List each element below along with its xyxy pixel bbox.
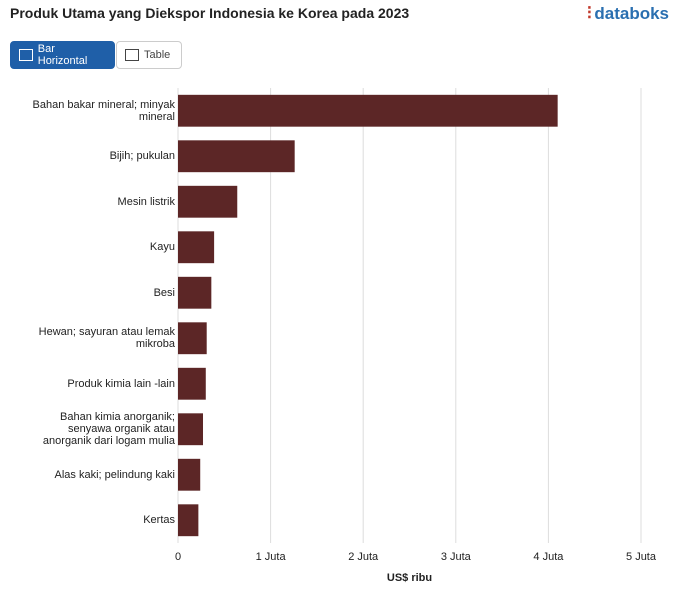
y-tick-label: Hewan; sayuran atau lemak mikroba bbox=[38, 326, 175, 351]
tab-bar[interactable]: Bar Horizontal bbox=[10, 41, 115, 69]
bar bbox=[178, 231, 215, 264]
tab-icon bbox=[125, 49, 139, 61]
bar bbox=[178, 185, 238, 218]
y-tick-label: Besi bbox=[153, 286, 175, 299]
y-tick-label: Bahan kimia anorganik; senyawa organik a… bbox=[42, 411, 175, 448]
bar bbox=[178, 94, 558, 127]
y-tick-label: Kertas bbox=[143, 514, 175, 527]
bar bbox=[178, 322, 207, 355]
logo-text: databoks bbox=[594, 4, 669, 23]
bar bbox=[178, 276, 212, 309]
tab-table[interactable]: Table bbox=[116, 41, 182, 69]
y-tick-label: Kayu bbox=[149, 241, 175, 254]
x-tick-label: 2 Juta bbox=[348, 551, 379, 563]
tab-icon bbox=[19, 49, 33, 61]
chart-title: Produk Utama yang Diekspor Indonesia ke … bbox=[10, 5, 410, 21]
bar bbox=[178, 458, 201, 491]
bar bbox=[178, 367, 206, 400]
x-tick-label: 1 Juta bbox=[256, 551, 287, 563]
bar bbox=[178, 413, 204, 446]
x-tick-label: 3 Juta bbox=[441, 551, 472, 563]
tab-label: Bar Horizontal bbox=[37, 43, 88, 67]
y-tick-label: Bahan bakar mineral; minyak mineral bbox=[32, 98, 175, 123]
logo-icon: ⫶ bbox=[587, 4, 592, 23]
x-tick-label: 5 Juta bbox=[626, 551, 657, 563]
bar bbox=[178, 140, 295, 173]
logo: ⫶ databoks bbox=[587, 4, 669, 24]
tab-label: Table bbox=[144, 49, 171, 61]
y-tick-label: Mesin listrik bbox=[117, 195, 175, 208]
x-tick-label: 0 bbox=[175, 551, 181, 563]
y-tick-label: Alas kaki; pelindung kaki bbox=[54, 468, 175, 481]
y-tick-label: Produk kimia lain -lain bbox=[67, 377, 175, 390]
x-axis-label: US$ ribu bbox=[387, 572, 432, 584]
bar bbox=[178, 504, 199, 537]
x-tick-label: 4 Juta bbox=[533, 551, 564, 563]
y-tick-label: Bijih; pukulan bbox=[109, 150, 175, 163]
